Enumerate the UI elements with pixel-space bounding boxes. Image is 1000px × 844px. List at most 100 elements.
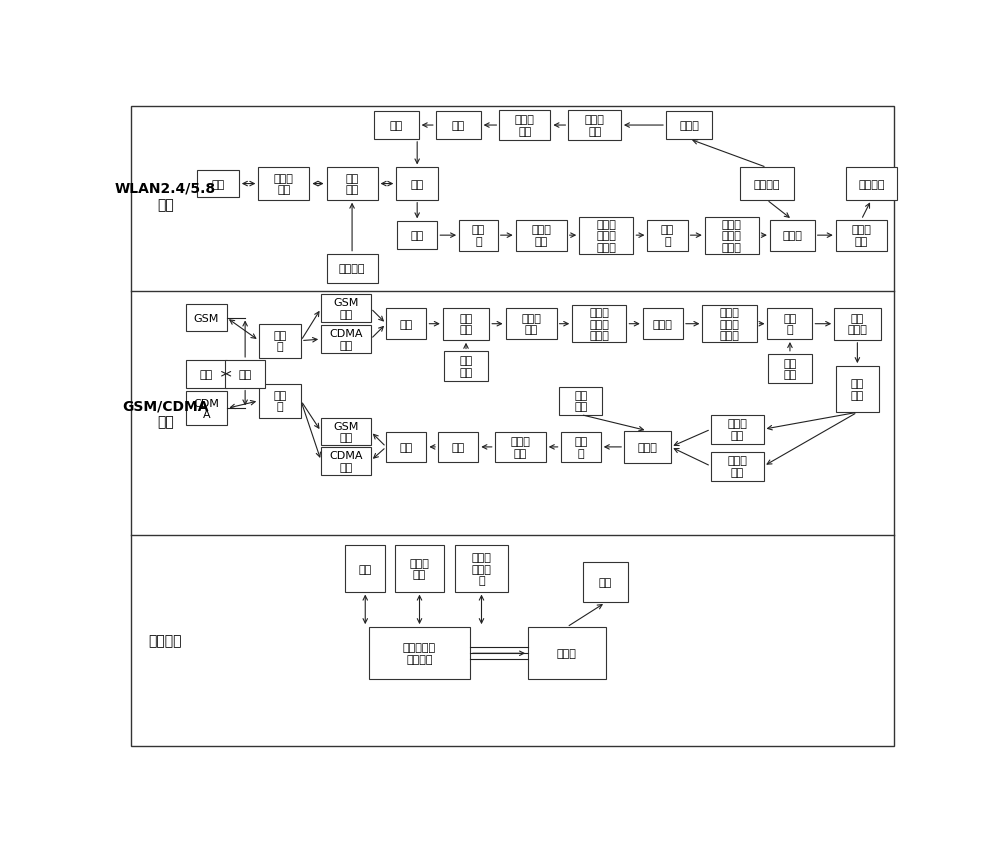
Text: 混频
器: 混频 器 [783, 313, 797, 335]
Text: 可变增
益放大
器: 可变增 益放大 器 [472, 552, 491, 586]
Bar [326, 254, 378, 284]
Text: 运算放
大器: 运算放 大器 [727, 456, 747, 478]
Text: CDMA
接收: CDMA 接收 [329, 329, 363, 350]
Bar [321, 326, 371, 354]
Text: 功放: 功放 [452, 442, 465, 452]
Text: 数字中频: 数字中频 [858, 179, 885, 189]
Text: 单片机: 单片机 [557, 648, 577, 658]
Bar [438, 432, 478, 463]
Text: 射频滤
波器: 射频滤 波器 [274, 174, 294, 195]
Text: 混频器: 混频器 [782, 231, 802, 241]
Bar [705, 218, 759, 254]
Bar [572, 306, 626, 343]
Bar [386, 309, 426, 339]
Bar [559, 387, 602, 415]
Bar [443, 308, 489, 340]
Text: 低噪
放: 低噪 放 [472, 225, 485, 246]
Bar [386, 432, 426, 463]
Bar [846, 168, 897, 201]
Text: 开关: 开关 [400, 442, 413, 452]
Bar [528, 627, 606, 679]
Text: 第一可
变增益
放大器: 第一可 变增益 放大器 [589, 308, 609, 341]
Bar [499, 111, 550, 141]
Bar [568, 111, 621, 141]
Bar [643, 309, 683, 339]
Bar [836, 366, 879, 413]
Text: 中频滤
波器: 中频滤 波器 [521, 313, 541, 335]
Bar [740, 168, 794, 201]
Text: 控制系统: 控制系统 [149, 634, 182, 648]
Text: 天线: 天线 [200, 370, 213, 379]
Text: 功放: 功放 [452, 121, 465, 131]
Bar [666, 112, 712, 140]
Text: 可控衰
减器: 可控衰 减器 [410, 558, 429, 580]
Text: 数字
中频: 数字 中频 [851, 379, 864, 400]
Text: 调制器: 调制器 [637, 442, 657, 452]
Bar [561, 432, 601, 463]
Text: 第一可
变增益
放大器: 第一可 变增益 放大器 [596, 219, 616, 252]
Text: 第二可
变增益
放大器: 第二可 变增益 放大器 [720, 308, 739, 341]
Bar [258, 168, 309, 201]
Bar [397, 222, 437, 250]
Bar [579, 218, 633, 254]
Bar [197, 170, 239, 198]
Bar [836, 220, 887, 252]
Text: 射频
前端: 射频 前端 [459, 313, 473, 335]
Bar [374, 112, 419, 140]
Text: 接收: 接收 [411, 231, 424, 241]
Text: 中频滤
波器: 中频滤 波器 [585, 115, 605, 137]
Text: 本振: 本振 [599, 578, 612, 587]
Text: 天线: 天线 [211, 179, 225, 189]
Bar [624, 431, 671, 463]
Bar [506, 309, 557, 339]
Text: 第二本振: 第二本振 [753, 179, 780, 189]
Text: 可控衰
减器: 可控衰 减器 [510, 436, 530, 458]
Text: 发射: 发射 [390, 121, 403, 131]
Bar [495, 432, 546, 463]
Text: 第二
本振: 第二 本振 [783, 358, 797, 380]
Bar [702, 306, 757, 343]
Text: 开关: 开关 [239, 370, 252, 379]
Bar [834, 308, 881, 340]
Text: CDMA
发射: CDMA 发射 [329, 451, 363, 472]
Bar [770, 220, 815, 252]
Text: 低通滤
波器: 低通滤 波器 [851, 225, 871, 246]
Text: 双工
器: 双工 器 [273, 391, 287, 412]
Bar [516, 220, 567, 252]
Bar [711, 415, 764, 444]
Bar [767, 309, 812, 339]
Text: 射频
前端: 射频 前端 [345, 174, 359, 195]
Bar [186, 360, 227, 388]
Text: GSM
接收: GSM 接收 [333, 298, 359, 320]
Bar [396, 168, 438, 201]
Bar [321, 447, 371, 475]
Text: 第一
本振: 第一 本振 [459, 356, 473, 377]
Text: WLAN2.4/5.8
系统: WLAN2.4/5.8 系统 [115, 181, 216, 212]
Bar [583, 563, 628, 603]
Bar [225, 360, 265, 388]
Text: GSM
发射: GSM 发射 [333, 421, 359, 443]
Text: 运算放
大器: 运算放 大器 [727, 419, 747, 441]
Bar [259, 384, 301, 418]
Text: 可控衰
减器: 可控衰 减器 [515, 115, 535, 137]
Text: 第一本振: 第一本振 [339, 264, 365, 274]
Text: 放大
器: 放大 器 [574, 436, 587, 458]
Bar [395, 546, 444, 592]
Text: GSM/CDMA
系统: GSM/CDMA 系统 [122, 399, 209, 429]
Bar [711, 452, 764, 481]
Bar [436, 112, 481, 140]
Text: 双工
器: 双工 器 [273, 331, 287, 352]
Text: 低通
滤波器: 低通 滤波器 [847, 313, 867, 335]
Text: 中频滤
波器: 中频滤 波器 [531, 225, 551, 246]
Bar [768, 354, 812, 383]
Text: CDM
A: CDM A [193, 398, 219, 419]
Text: 第二可
变增益
放大器: 第二可 变增益 放大器 [722, 219, 742, 252]
Text: 开关: 开关 [400, 319, 413, 329]
Text: 复杂可编程
逻辑器件: 复杂可编程 逻辑器件 [403, 642, 436, 664]
Text: 放大
器: 放大 器 [661, 225, 674, 246]
Bar [345, 546, 385, 592]
Bar [186, 305, 227, 332]
Text: GSM: GSM [194, 313, 219, 323]
Bar [321, 295, 371, 322]
Text: 开关: 开关 [411, 179, 424, 189]
